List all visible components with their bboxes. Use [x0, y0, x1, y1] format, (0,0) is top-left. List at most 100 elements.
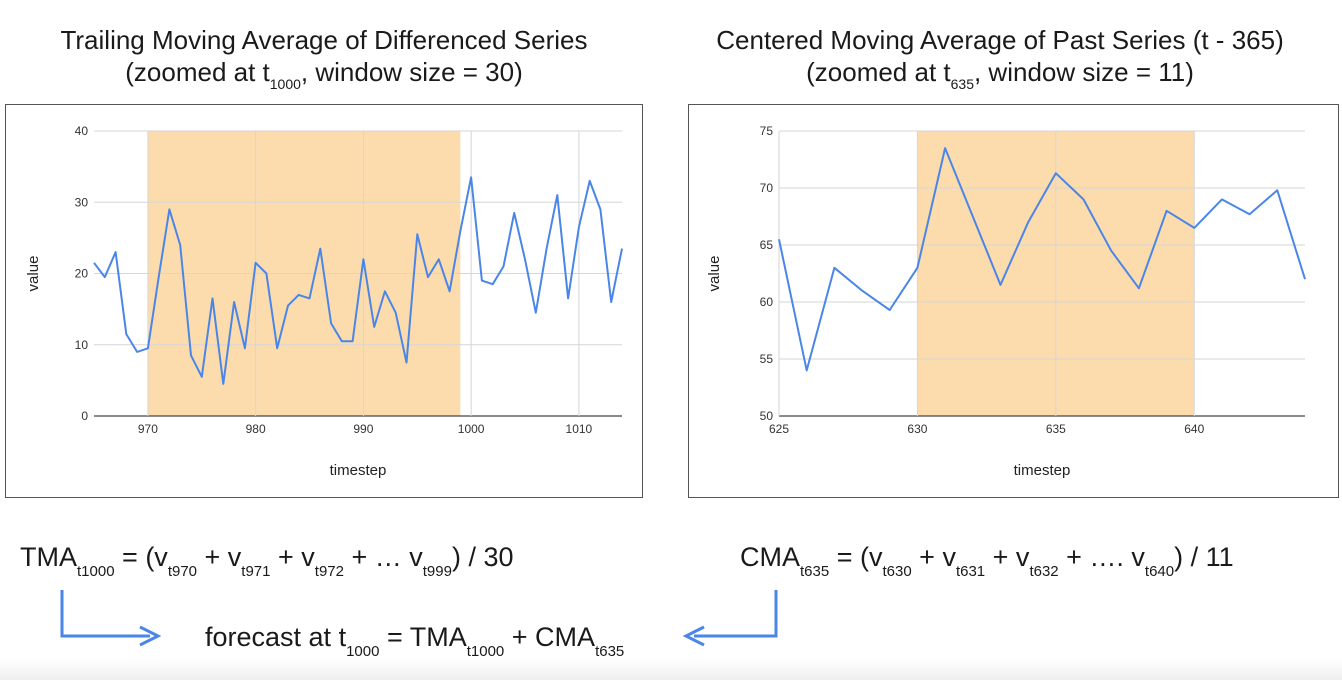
- data-point: [115, 251, 117, 253]
- left-title-sub: 1000: [269, 76, 301, 92]
- x-tick-label: 630: [907, 422, 927, 436]
- x-tick-label: 640: [1184, 422, 1204, 436]
- cma-p3: + …. v: [1058, 542, 1145, 572]
- data-point: [341, 340, 343, 342]
- x-tick-label: 1000: [458, 422, 485, 436]
- cma-s2: t631: [955, 563, 986, 580]
- right-title-pre: (zoomed at t: [806, 57, 951, 87]
- y-tick-label: 30: [75, 195, 89, 209]
- y-axis-label: value: [706, 256, 723, 292]
- y-tick-label: 20: [75, 267, 89, 281]
- y-tick-label: 60: [760, 295, 774, 309]
- data-point: [416, 233, 418, 235]
- data-point: [778, 238, 780, 240]
- left-chart-panel: 0 10 20 30 40 970 980 990 1000 1010 timestep value: [5, 104, 643, 498]
- x-tick-label: 625: [769, 422, 789, 436]
- data-point: [405, 362, 407, 364]
- data-point: [190, 354, 192, 356]
- cma-p2: + v: [985, 542, 1030, 572]
- left-title-line2: (zoomed at t1000, window size = 30): [0, 56, 648, 100]
- x-tick-label: 1010: [566, 422, 593, 436]
- tma-s4: t999: [422, 563, 452, 580]
- cma-sub: t635: [800, 563, 830, 580]
- tma-p2: + v: [270, 542, 315, 572]
- cma-formula: CMAt635 = (vt630 + vt631 + vt632 + …. vt…: [740, 540, 1234, 589]
- data-point: [492, 283, 494, 285]
- tma-tail: ) / 30: [451, 542, 514, 572]
- data-point: [233, 301, 235, 303]
- data-point: [93, 262, 95, 264]
- data-point: [319, 248, 321, 250]
- data-point: [861, 290, 863, 292]
- left-chart-svg: 0 10 20 30 40 970 980 990 1000 1010 timestep value: [25, 124, 623, 479]
- data-point: [168, 208, 170, 210]
- data-point: [1138, 287, 1140, 289]
- data-point: [567, 297, 569, 299]
- y-tick-label: 50: [760, 409, 774, 423]
- tma-p3: + … v: [343, 542, 423, 572]
- tma-label: TMA: [20, 542, 77, 572]
- forecast-plus: + CMA: [504, 622, 596, 652]
- data-point: [524, 258, 526, 260]
- data-point: [470, 176, 472, 178]
- right-chart-svg: 50 55 60 65 70 75 625 630 635 640 timestep value: [706, 124, 1306, 479]
- bottom-fade: [0, 658, 1342, 680]
- cma-label: CMA: [740, 542, 800, 572]
- data-point: [889, 309, 891, 311]
- y-tick-label: 75: [760, 124, 774, 138]
- data-point: [352, 340, 354, 342]
- y-tick-label: 55: [760, 352, 774, 366]
- data-point: [1221, 198, 1223, 200]
- data-point: [287, 305, 289, 307]
- data-point: [384, 290, 386, 292]
- data-point: [999, 284, 1001, 286]
- right-title-post: , window size = 11): [973, 57, 1194, 87]
- tma-p1: + v: [197, 542, 242, 572]
- data-point: [833, 267, 835, 269]
- left-arrow-icon: [60, 590, 162, 647]
- y-axis-label: value: [25, 256, 42, 292]
- y-tick-label: 65: [760, 238, 774, 252]
- cma-p1: + v: [911, 542, 956, 572]
- data-point: [578, 226, 580, 228]
- data-point: [309, 297, 311, 299]
- data-point: [513, 212, 515, 214]
- right-arrow-icon: [682, 590, 778, 647]
- tma-s2: t971: [241, 563, 271, 580]
- data-point: [546, 248, 548, 250]
- y-tick-label: 70: [760, 181, 774, 195]
- data-point: [104, 276, 106, 278]
- data-point: [395, 312, 397, 314]
- forecast-cma-sub: t635: [595, 643, 625, 660]
- left-title-pre: (zoomed at t: [125, 57, 270, 87]
- cma-s4: t640: [1144, 563, 1175, 580]
- data-point: [459, 230, 461, 232]
- data-point: [1055, 172, 1057, 174]
- data-point: [265, 273, 267, 275]
- data-point: [944, 147, 946, 149]
- x-axis-label: timestep: [330, 462, 387, 479]
- y-tick-label: 10: [75, 338, 89, 352]
- data-point: [481, 280, 483, 282]
- tma-s1: t970: [167, 563, 198, 580]
- tma-formula: TMAt1000 = (vt970 + vt971 + vt972 + … vt…: [20, 540, 514, 589]
- data-point: [806, 369, 808, 371]
- forecast-pre-sub: 1000: [346, 643, 380, 660]
- data-point: [136, 351, 138, 353]
- data-point: [1110, 250, 1112, 252]
- data-point: [502, 265, 504, 267]
- tma-sub: t1000: [77, 563, 115, 580]
- data-point: [1193, 227, 1195, 229]
- data-point: [556, 194, 558, 196]
- right-chart-title: Centered Moving Average of Past Series (…: [680, 24, 1320, 100]
- data-point: [599, 208, 601, 210]
- data-point: [222, 383, 224, 385]
- data-point: [972, 216, 974, 218]
- data-point: [373, 326, 375, 328]
- data-point: [621, 248, 623, 250]
- series-line: [778, 147, 1306, 372]
- y-tick-label: 40: [75, 124, 89, 138]
- data-point: [1027, 221, 1029, 223]
- data-point: [298, 294, 300, 296]
- cma-s3: t632: [1029, 563, 1059, 580]
